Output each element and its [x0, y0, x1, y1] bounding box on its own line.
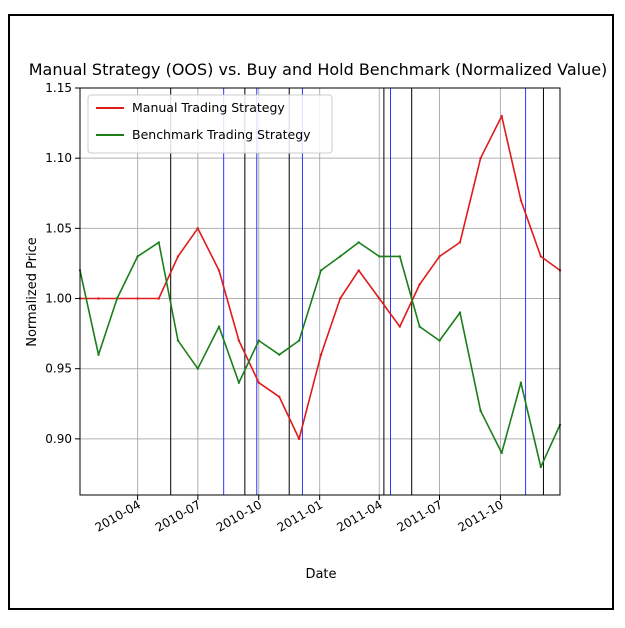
data-point: [297, 437, 301, 441]
data-point: [319, 269, 323, 272]
data-point: [97, 297, 100, 300]
data-point: [378, 255, 381, 258]
data-point: [136, 255, 139, 258]
data-point: [176, 339, 180, 342]
data-point: [357, 241, 360, 244]
data-point: [539, 255, 542, 258]
data-point: [519, 199, 523, 202]
x-tick-label: 2010-10: [214, 497, 264, 534]
data-point: [398, 325, 401, 328]
data-point: [196, 367, 199, 370]
y-tick-label: 1.00: [45, 292, 72, 306]
y-tick-label: 0.95: [45, 362, 72, 376]
data-point: [519, 381, 523, 384]
data-point: [157, 241, 160, 244]
data-point: [257, 339, 260, 342]
y-axis-ticks: 0.90 0.95 1.00 1.05 1.10 1.15: [45, 81, 80, 446]
data-point: [339, 255, 342, 258]
x-tick-label: 2011-07: [395, 497, 445, 534]
data-point: [278, 395, 281, 398]
x-tick-label: 2011-04: [334, 497, 384, 534]
y-tick-label: 1.05: [45, 221, 72, 235]
data-point: [458, 311, 462, 314]
data-point: [479, 157, 482, 160]
data-point: [278, 353, 281, 356]
data-point: [458, 241, 462, 244]
data-point: [196, 227, 199, 230]
y-tick-label: 0.90: [45, 432, 72, 446]
chart-title: Manual Strategy (OOS) vs. Buy and Hold B…: [29, 60, 608, 79]
x-tick-label: 2010-07: [153, 497, 203, 534]
data-point: [438, 255, 441, 258]
y-axis-label: Normalized Price: [25, 237, 40, 347]
legend: Manual Trading Strategy Benchmark Tradin…: [87, 94, 333, 154]
x-tick-label: 2011-01: [275, 497, 325, 534]
series-lines: [78, 114, 562, 469]
data-point: [418, 283, 421, 286]
x-tick-label: 2010-04: [93, 497, 143, 534]
data-point: [418, 325, 421, 328]
x-tick-label: 2011-10: [455, 497, 505, 534]
legend-label-manual: Manual Trading Strategy: [132, 100, 285, 115]
data-point: [257, 381, 260, 384]
x-axis-ticks: 2010-04 2010-07 2010-10 2011-01 2011-04 2011-…: [93, 495, 506, 535]
data-point: [115, 297, 119, 300]
legend-box: [87, 94, 333, 154]
data-point: [539, 465, 542, 469]
data-point: [319, 353, 323, 356]
data-point: [237, 339, 241, 342]
data-point: [339, 297, 342, 300]
x-axis-label: Date: [305, 567, 336, 582]
y-tick-label: 1.15: [45, 81, 72, 95]
data-point: [237, 381, 241, 384]
data-point: [157, 297, 160, 300]
data-point: [438, 339, 441, 342]
data-point: [217, 325, 221, 328]
legend-label-benchmark: Benchmark Trading Strategy: [132, 127, 311, 142]
data-point: [500, 451, 503, 455]
data-point: [297, 339, 301, 342]
data-point: [357, 269, 360, 272]
data-point: [217, 269, 221, 272]
data-point: [500, 114, 503, 118]
data-point: [97, 353, 100, 356]
data-point: [176, 255, 180, 258]
data-point: [479, 409, 482, 412]
data-point: [378, 297, 381, 300]
data-point: [398, 255, 401, 258]
y-tick-label: 1.10: [45, 151, 72, 165]
data-point: [136, 297, 139, 300]
